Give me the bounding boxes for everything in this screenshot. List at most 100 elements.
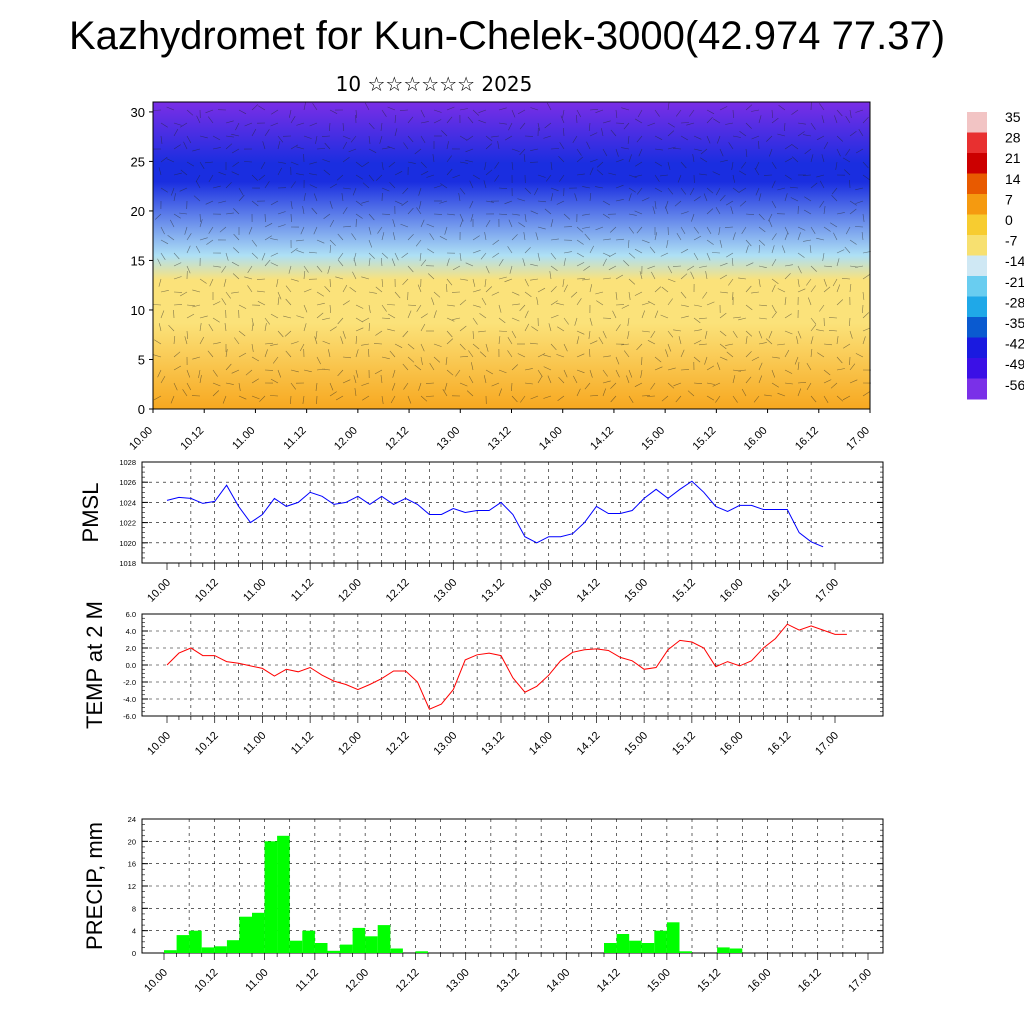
wind-barb [732,369,741,372]
wind-barb [407,343,415,350]
colorbar-segment [967,132,987,154]
wind-barb [849,330,853,339]
wind-barb [316,148,326,150]
wind-barb [276,278,279,287]
wind-barb [654,310,659,319]
wind-barb [582,213,591,216]
wind-barb [771,369,776,378]
wind-barb [667,367,676,371]
wind-barb [819,200,825,208]
wind-barb [803,239,812,242]
wind-barb [368,135,371,144]
wind-barb [212,317,220,323]
wind-barb [427,273,435,280]
wind-barb [511,161,514,170]
wind-barb [446,304,455,307]
wind-barb [830,382,838,389]
wind-barb [654,174,660,182]
wind-barb [810,265,817,272]
wind-barb [472,330,474,340]
wind-barb [719,106,728,111]
wind-barb [315,330,318,339]
wind-barb [238,330,246,337]
wind-barb [719,148,724,157]
wind-barb [248,226,253,235]
wind-barb [537,287,546,293]
wind-barb [771,356,780,359]
wind-barb [689,187,695,196]
wind-barb [621,304,630,309]
wind-barb [771,382,779,388]
wind-barb [511,213,520,216]
wind-barb [667,161,671,170]
wind-barb [322,340,331,345]
wind-barb [208,226,214,234]
wind-barb [440,183,448,189]
wind-barb [819,180,825,189]
wind-barb [251,317,254,326]
wind-barb [444,226,448,235]
wind-barb [184,336,188,345]
wind-barb [628,395,634,403]
wind-barb [426,174,435,178]
wind-barb [810,317,817,325]
wind-barb [433,310,437,319]
wind-barb [446,213,455,216]
wind-barb [706,187,714,194]
wind-barb [368,174,375,182]
wind-barb [816,174,825,178]
wind-barb [732,135,741,138]
wind-barb [184,226,188,235]
wind-barb [459,108,468,111]
wind-barb [407,310,412,319]
wind-barb [419,200,422,209]
wind-barb [745,376,752,384]
colorbar-label: 21 [1005,150,1021,166]
x-tick-label: 10.00 [127,425,155,453]
x-tick-label: 17.00 [844,425,872,453]
colorbar-segment [967,235,987,256]
wind-barb [258,174,266,181]
precip-bar [415,951,428,953]
wind-barb [745,285,752,293]
wind-barb [680,273,688,280]
wind-barb [472,109,480,116]
wind-barb [362,161,370,167]
wind-barb [259,395,266,402]
wind-barb [290,278,299,282]
wind-barb [704,330,708,339]
precip-bar [289,940,303,953]
wind-barb [849,317,851,327]
wind-barb [264,317,271,325]
wind-barb [636,187,643,195]
wind-barb [459,325,467,332]
wind-barb [394,200,403,205]
wind-barb [472,250,481,254]
wind-barb [771,258,777,267]
wind-barb [381,304,387,312]
wind-barb [256,278,266,280]
wind-barb [349,287,357,293]
wind-barb [672,265,682,267]
wind-barb [407,356,415,363]
wind-barb [862,312,870,319]
wind-barb [381,213,391,215]
wind-barb [407,135,414,143]
wind-barb [636,343,643,351]
wind-barb [452,174,461,179]
wind-barb [777,187,786,191]
wind-barb [270,238,279,241]
colorbar-label: 7 [1005,191,1013,207]
y-tick-label: 0 [132,949,136,958]
wind-barb [602,380,611,384]
wind-barb [303,323,307,332]
wind-barb [387,313,396,319]
wind-barb [809,245,812,254]
wind-barb [686,122,695,126]
wind-barb [270,122,279,127]
wind-barb [225,382,234,385]
wind-barb [732,316,741,319]
wind-barb [558,155,565,163]
wind-barb [152,109,162,111]
wind-barb [402,363,409,371]
